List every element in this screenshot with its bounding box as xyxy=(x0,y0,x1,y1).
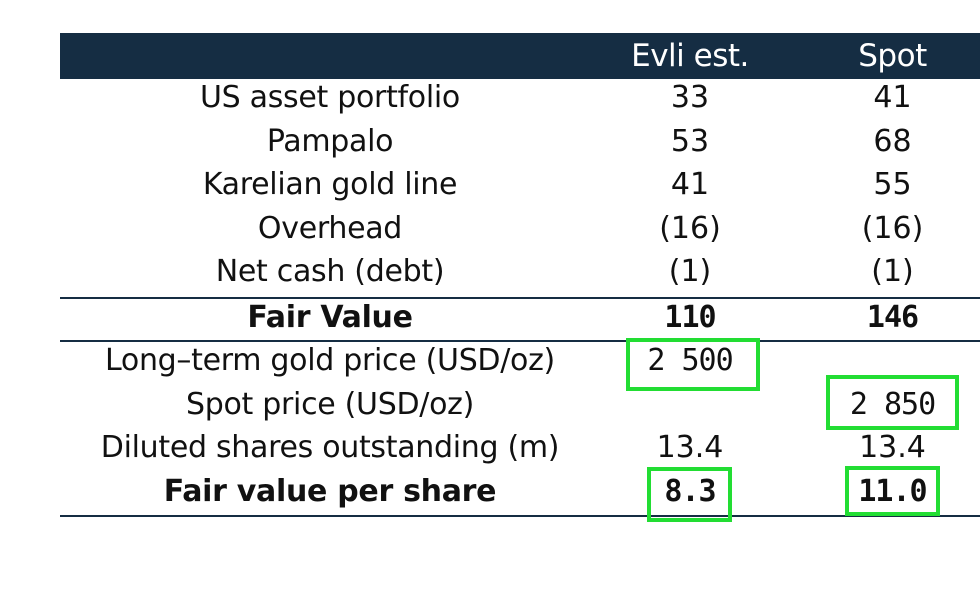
divider-line xyxy=(60,297,980,299)
row-spot-value: 68 xyxy=(873,124,912,159)
per-share-spot: 11.0 xyxy=(858,474,927,509)
per-share-evli: 8.3 xyxy=(664,474,716,509)
bottom-rule xyxy=(60,515,980,517)
row-spot-value: 55 xyxy=(873,167,912,202)
fair-value-evli: 110 xyxy=(664,300,716,335)
row-evli-value: 53 xyxy=(670,124,710,159)
divider-line xyxy=(60,340,980,342)
shares-spot: 13.4 xyxy=(859,430,926,465)
highlight-box-spot-price xyxy=(826,375,959,430)
row-label: Overhead xyxy=(257,211,403,246)
row-label: Karelian gold line xyxy=(202,167,458,202)
highlight-box-gold-price xyxy=(626,338,760,391)
row-spot-value: (16) xyxy=(861,211,924,246)
row-label: US asset portfolio xyxy=(200,80,460,115)
highlight-box-spot-per-share xyxy=(845,466,940,516)
row-spot-value: 41 xyxy=(873,80,912,115)
row-evli-value: (16) xyxy=(659,211,721,246)
per-share-label: Fair value per share xyxy=(163,474,497,509)
row-label: Diluted shares outstanding (m) xyxy=(100,430,560,465)
header-spot: Spot xyxy=(858,38,927,74)
row-evli-value: 41 xyxy=(670,167,710,202)
fair-value-spot: 146 xyxy=(866,300,919,335)
table-header-bar xyxy=(60,33,980,79)
row-spot-value: (1) xyxy=(871,254,914,289)
row-label: Long–term gold price (USD/oz) xyxy=(105,343,555,378)
header-evli-estimate: Evli est. xyxy=(631,38,749,74)
spot-price-spot: 2 850 xyxy=(849,387,936,422)
row-label: Pampalo xyxy=(266,124,394,159)
row-evli-value: (1) xyxy=(668,254,712,289)
fair-value-label: Fair Value xyxy=(247,300,413,335)
gold-price-evli: 2 500 xyxy=(647,343,733,378)
row-evli-value: 33 xyxy=(670,80,710,115)
row-label: Spot price (USD/oz) xyxy=(186,387,474,422)
highlight-box-evli-per-share xyxy=(647,467,732,522)
shares-evli: 13.4 xyxy=(656,430,724,465)
row-label: Net cash (debt) xyxy=(215,254,445,289)
